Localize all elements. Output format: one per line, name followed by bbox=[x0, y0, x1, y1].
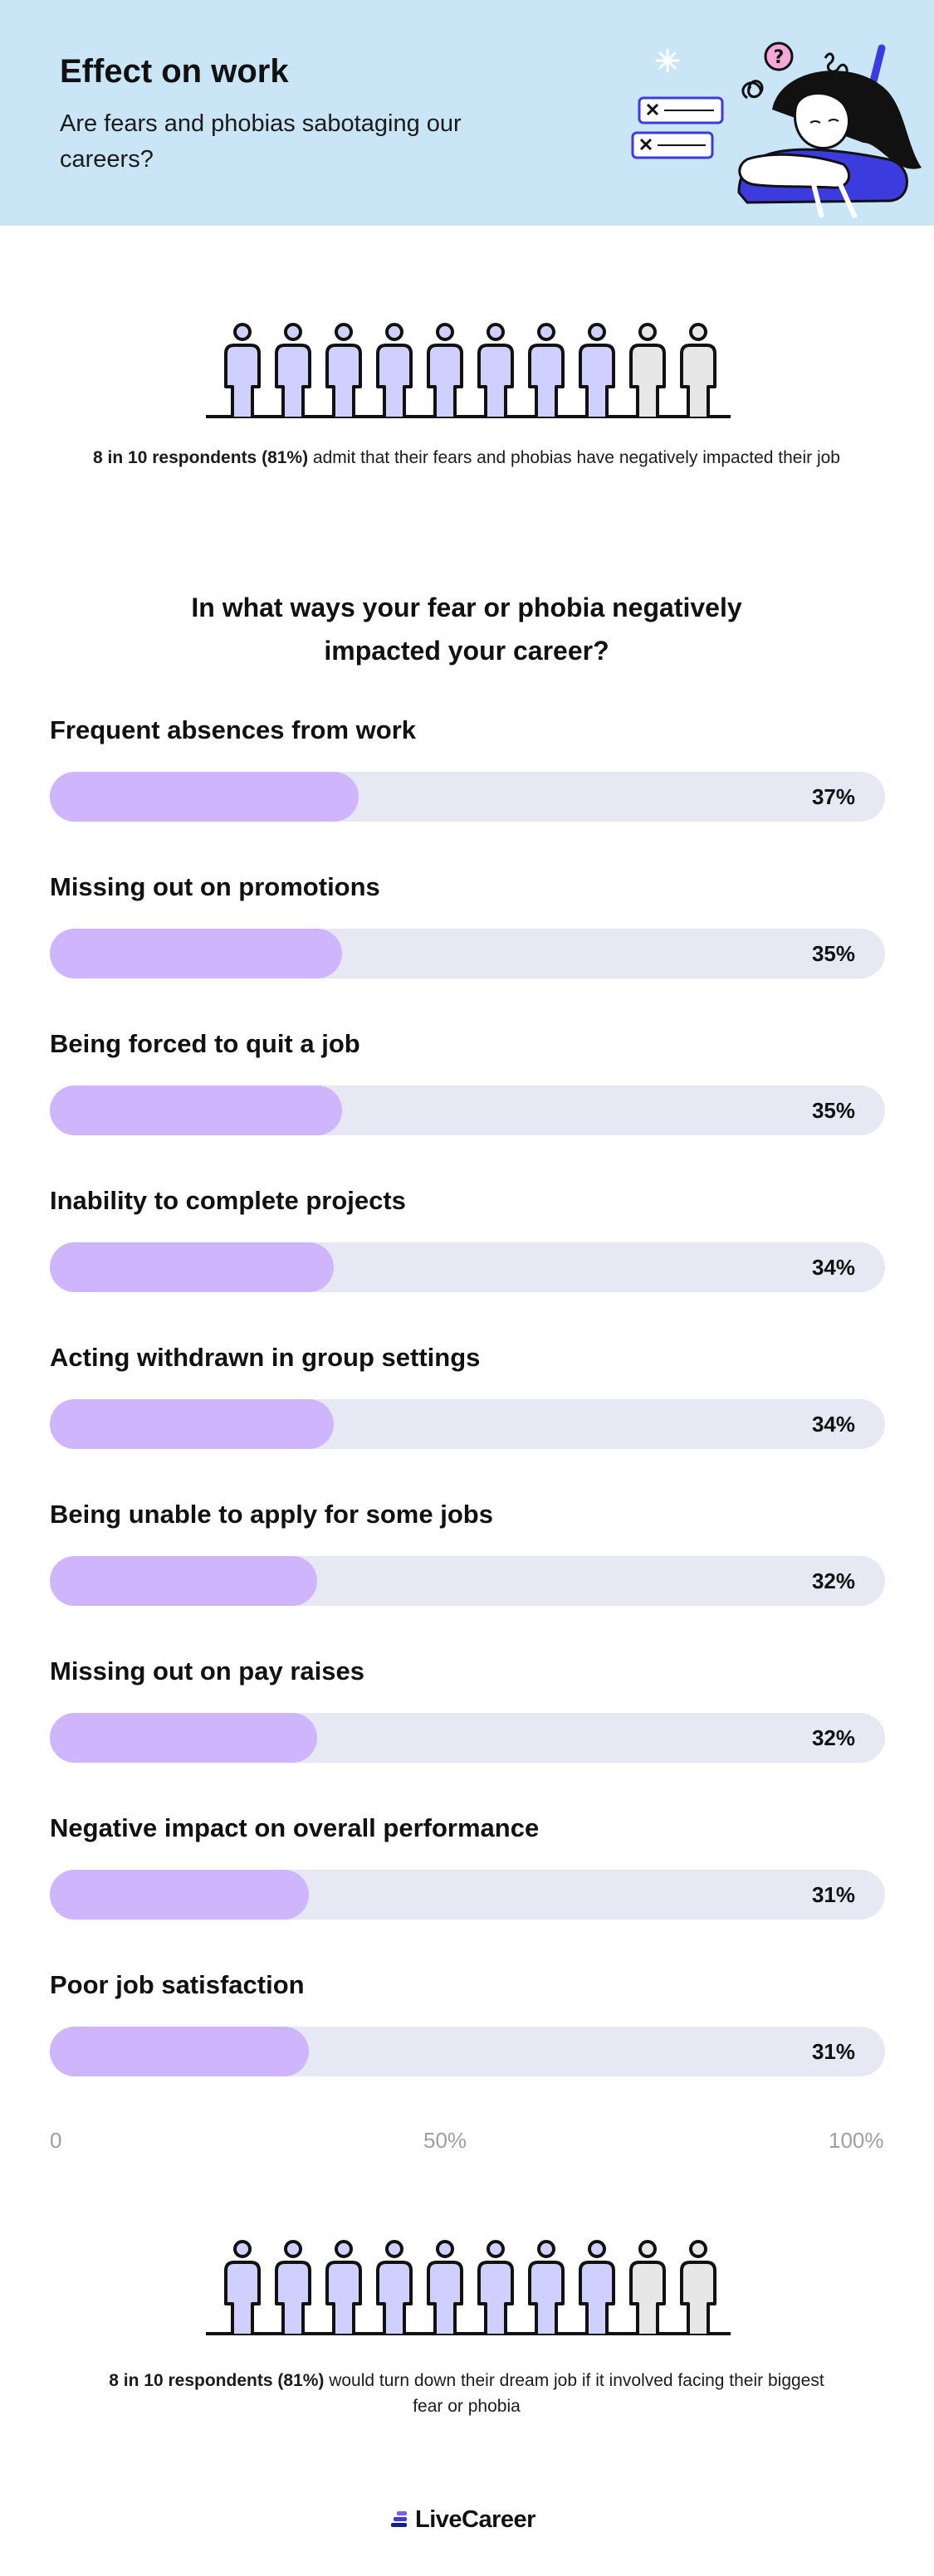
livecareer-logo[interactable]: LiveCareer bbox=[390, 2503, 535, 2536]
person-icon-filled bbox=[427, 2240, 463, 2334]
person-icon-filled bbox=[376, 2240, 413, 2334]
bar-row: Acting withdrawn in group settings 34% bbox=[50, 1343, 885, 1451]
sparkle-icon bbox=[655, 48, 680, 73]
bar-track: 32% bbox=[50, 1556, 885, 1606]
person-icon-empty bbox=[680, 2240, 716, 2334]
bar-category-label: Negative impact on overall performance bbox=[50, 1813, 540, 1842]
person-icon-filled bbox=[477, 2240, 514, 2334]
bar-fill bbox=[50, 1556, 317, 1606]
bar-category-label: Missing out on pay raises bbox=[50, 1656, 364, 1686]
scribble-icon bbox=[741, 80, 764, 100]
axis-tick-label: 50% bbox=[423, 2128, 467, 2153]
bar-row: Inability to complete projects 34% bbox=[50, 1186, 885, 1294]
header-banner: Effect on work Are fears and phobias sab… bbox=[0, 0, 934, 226]
logo-text: LiveCareer bbox=[415, 2505, 535, 2533]
bar-value-label: 32% bbox=[811, 1725, 855, 1750]
person-icon-filled bbox=[376, 323, 413, 417]
bar-row: Being unable to apply for some jobs 32% bbox=[50, 1500, 885, 1608]
person-icon-empty bbox=[629, 2240, 666, 2334]
person-icon-filled bbox=[275, 323, 311, 417]
error-card-icon bbox=[631, 131, 714, 159]
bar-track: 32% bbox=[50, 1713, 885, 1763]
bar-category-label: Poor job satisfaction bbox=[50, 1970, 305, 1999]
page-title: Effect on work bbox=[60, 53, 289, 90]
person-icon-filled bbox=[477, 323, 514, 417]
error-card-icon bbox=[638, 96, 724, 124]
people-pictogram bbox=[206, 323, 731, 418]
bar-value-label: 37% bbox=[811, 784, 855, 809]
question-bubble-icon bbox=[764, 41, 794, 71]
bar-value-label: 34% bbox=[811, 1255, 855, 1280]
bar-track: 37% bbox=[50, 772, 885, 822]
stat-caption: 8 in 10 respondents (81%) admit that the… bbox=[93, 445, 840, 471]
bar-fill bbox=[50, 2027, 309, 2076]
bar-category-label: Acting withdrawn in group settings bbox=[50, 1343, 481, 1372]
bar-value-label: 34% bbox=[811, 1412, 855, 1437]
person-icon-filled bbox=[224, 2240, 261, 2334]
person-icon-filled bbox=[427, 323, 463, 417]
bar-row: Negative impact on overall performance 31… bbox=[50, 1813, 885, 1921]
bar-fill bbox=[50, 1086, 342, 1135]
svg-text:?: ? bbox=[774, 47, 785, 68]
bar-fill bbox=[50, 772, 359, 822]
page-subtitle: Are fears and phobias sabotaging our car… bbox=[60, 110, 462, 173]
worried-woman-illustration: ? bbox=[631, 41, 922, 219]
bar-track: 35% bbox=[50, 1086, 885, 1135]
bar-fill bbox=[50, 1399, 334, 1449]
person-icon-filled bbox=[579, 323, 615, 417]
bar-category-label: Being forced to quit a job bbox=[50, 1029, 360, 1058]
bar-track: 34% bbox=[50, 1399, 885, 1449]
bar-category-label: Being unable to apply for some jobs bbox=[50, 1500, 493, 1529]
bar-row: Missing out on pay raises 32% bbox=[50, 1656, 885, 1764]
person-icon-filled bbox=[579, 2240, 615, 2334]
bar-fill bbox=[50, 1870, 309, 1920]
bar-track: 34% bbox=[50, 1242, 885, 1292]
bar-fill bbox=[50, 929, 342, 978]
person-icon-filled bbox=[528, 2240, 565, 2334]
bar-category-label: Frequent absences from work bbox=[50, 715, 417, 744]
axis-tick-label: 100% bbox=[829, 2128, 884, 2153]
exclamation-icon bbox=[869, 44, 886, 85]
bar-value-label: 35% bbox=[811, 941, 855, 966]
chart-title: In what ways your fear or phobia negativ… bbox=[191, 593, 742, 666]
woman-figure-icon bbox=[737, 71, 922, 219]
person-icon-filled bbox=[528, 323, 565, 417]
person-icon-filled bbox=[325, 323, 362, 417]
person-icon-filled bbox=[275, 2240, 311, 2334]
stat-caption: 8 in 10 respondents (81%) would turn dow… bbox=[93, 2368, 840, 2419]
person-icon-empty bbox=[680, 323, 716, 417]
bar-row: Missing out on promotions 35% bbox=[50, 872, 885, 980]
bar-fill bbox=[50, 1713, 317, 1763]
stat-highlight: 8 in 10 respondents (81%) bbox=[109, 2371, 325, 2390]
bar-value-label: 35% bbox=[811, 1098, 855, 1123]
stat-highlight: 8 in 10 respondents (81%) bbox=[93, 448, 309, 467]
bar-category-label: Missing out on promotions bbox=[50, 872, 380, 901]
bar-value-label: 31% bbox=[811, 2039, 855, 2064]
logo-mark-icon bbox=[391, 2511, 407, 2527]
bar-row: Frequent absences from work 37% bbox=[50, 715, 885, 823]
person-icon-filled bbox=[325, 2240, 362, 2334]
axis-tick-label: 0 bbox=[50, 2128, 62, 2153]
bar-track: 35% bbox=[50, 929, 885, 978]
bar-category-label: Inability to complete projects bbox=[50, 1186, 406, 1215]
stat-detail: would turn down their dream job if it in… bbox=[324, 2371, 824, 2416]
person-icon-filled bbox=[224, 323, 261, 417]
stat-detail: admit that their fears and phobias have … bbox=[308, 448, 840, 467]
person-icon-empty bbox=[629, 323, 666, 417]
bar-track: 31% bbox=[50, 2027, 885, 2076]
bar-track: 31% bbox=[50, 1870, 885, 1920]
bar-value-label: 31% bbox=[811, 1882, 855, 1907]
people-pictogram bbox=[206, 2240, 731, 2335]
bar-fill bbox=[50, 1242, 334, 1292]
bar-row: Poor job satisfaction 31% bbox=[50, 1970, 885, 2078]
bar-value-label: 32% bbox=[811, 1569, 855, 1593]
bar-row: Being forced to quit a job 35% bbox=[50, 1029, 885, 1137]
